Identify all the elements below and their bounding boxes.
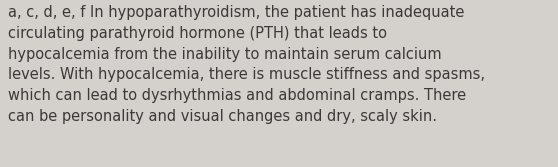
Text: a, c, d, e, f In hypoparathyroidism, the patient has inadequate
circulating para: a, c, d, e, f In hypoparathyroidism, the…	[8, 5, 485, 124]
